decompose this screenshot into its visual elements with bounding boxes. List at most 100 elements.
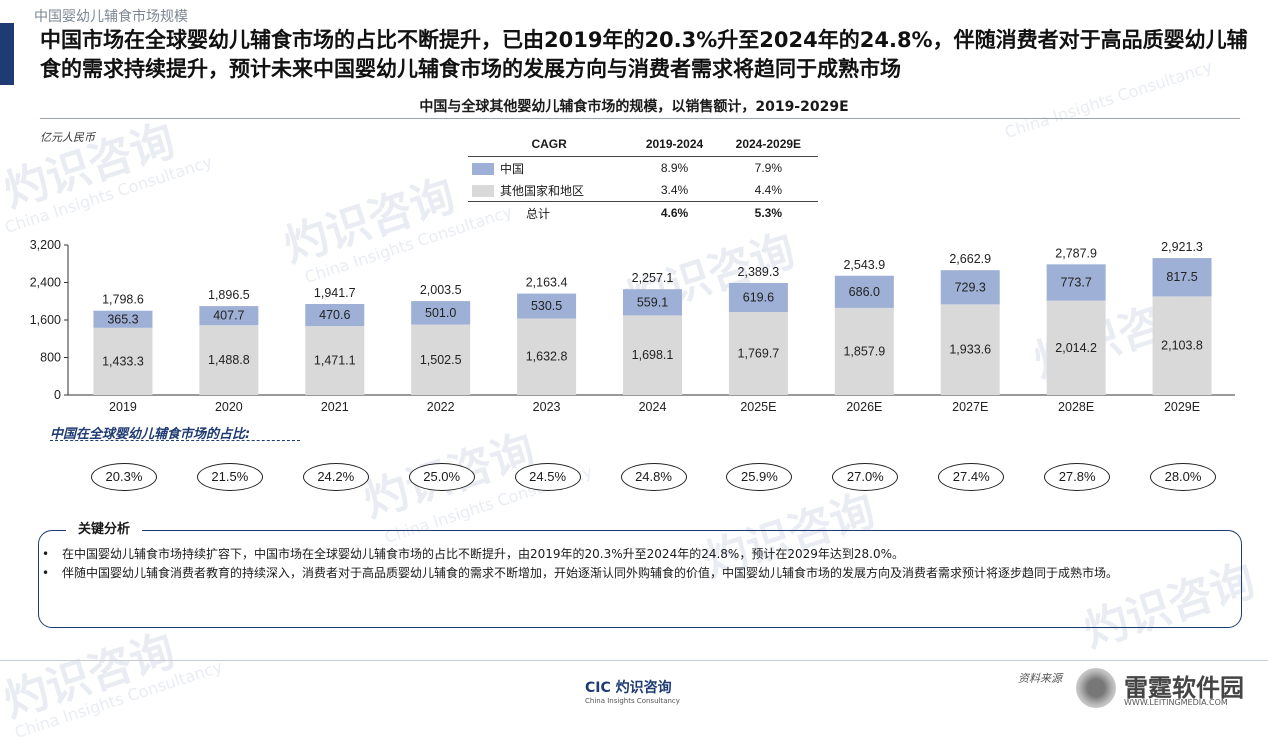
bullet-text: 伴随中国婴幼儿辅食消费者教育的持续深入，消费者对于高品质婴幼儿辅食的需求不断增加… — [62, 566, 1119, 580]
x-tick-label: 2021 — [321, 400, 349, 414]
data-label-china: 407.7 — [213, 309, 244, 323]
cic-logo: CIC 灼识咨询 China Insights Consultancy — [585, 677, 680, 705]
bar-segment-others — [93, 327, 153, 395]
bar-segment-others — [623, 315, 682, 395]
analysis-title: 关键分析 — [66, 518, 143, 537]
footer-divider — [0, 660, 1268, 661]
cagr-row-label: 中国 — [468, 157, 630, 180]
watermark-text: 灼识咨询 — [1027, 284, 1211, 388]
x-tick-label: 2020 — [215, 400, 243, 414]
data-label-others: 1,471.1 — [314, 354, 356, 368]
cagr-total-label: 总计 — [468, 201, 631, 224]
share-value: 27.8% — [1044, 463, 1111, 491]
data-label-china: 530.5 — [531, 299, 562, 313]
bullet-dot: • — [42, 566, 50, 580]
data-label-total: 2,787.9 — [1055, 246, 1097, 260]
watermark-text: 灼识咨询 — [0, 624, 181, 728]
data-label-china: 686.0 — [849, 285, 880, 299]
bar-segment-others — [728, 312, 788, 395]
watermark-text: 灼识咨询 — [277, 169, 461, 273]
share-value: 25.9% — [726, 463, 793, 491]
data-label-others: 2,014.2 — [1055, 341, 1097, 355]
bar-segment-others — [834, 307, 894, 395]
cagr-row-label: 其他国家和地区 — [468, 179, 630, 202]
data-label-total: 2,543.9 — [843, 258, 885, 272]
watermark-text: China Insights Consultancy — [12, 656, 225, 742]
data-label-others: 1,632.8 — [526, 350, 568, 364]
bar-segment-others — [1046, 300, 1106, 395]
data-label-total: 2,921.3 — [1161, 240, 1203, 254]
data-label-china: 729.3 — [955, 280, 986, 294]
title-divider — [40, 118, 1240, 119]
data-label-others: 1,502.5 — [420, 353, 462, 367]
cagr-row-china: 中国 8.9% 7.9% — [468, 157, 818, 180]
x-tick-label: 2025E — [740, 400, 776, 414]
cagr-row-total: 总计 4.6% 5.3% — [468, 201, 818, 224]
cagr-total-value: 5.3% — [718, 201, 818, 224]
x-tick-label: 2019 — [109, 400, 137, 414]
source-note: 资料来源 — [1018, 672, 1062, 685]
bar-segment-others — [517, 318, 577, 395]
analysis-bullet: • 在中国婴幼儿辅食市场持续扩容下，中国市场在全球婴幼儿辅食市场的占比不断提升，由… — [42, 545, 1222, 564]
cic-logo-subtitle: China Insights Consultancy — [585, 697, 680, 705]
brand-url: WWW.LEITINGMEDIA.COM — [1124, 698, 1228, 707]
x-tick-label: 2029E — [1164, 400, 1200, 414]
brand-watermark: 雷霆软件园 WWW.LEITINGMEDIA.COM — [1072, 664, 1268, 714]
data-label-china: 817.5 — [1166, 270, 1197, 284]
data-label-total: 2,389.3 — [738, 265, 780, 279]
bar-segment-china — [517, 293, 577, 319]
data-label-china: 501.0 — [425, 306, 456, 320]
bar-segment-others — [411, 324, 471, 395]
share-value: 25.0% — [408, 463, 475, 491]
legend-label-others: 其他国家和地区 — [500, 183, 585, 198]
cagr-total-value: 4.6% — [630, 201, 719, 224]
cagr-header: 2024-2029E — [718, 132, 818, 157]
data-label-others: 1,433.3 — [102, 354, 144, 368]
analysis-bullet: • 伴随中国婴幼儿辅食消费者教育的持续深入，消费者对于高品质婴幼儿辅食的需求不断增… — [42, 564, 1222, 583]
headline: 中国市场在全球婴幼儿辅食市场的占比不断提升，已由2019年的20.3%升至202… — [40, 28, 1248, 81]
bullet-text: 在中国婴幼儿辅食市场持续扩容下，中国市场在全球婴幼儿辅食市场的占比不断提升，由2… — [62, 547, 904, 561]
x-tick-label: 2026E — [846, 400, 882, 414]
data-label-china: 559.1 — [637, 295, 668, 309]
cagr-value: 3.4% — [660, 183, 689, 197]
data-label-others: 1,857.9 — [843, 344, 885, 358]
data-label-total: 2,003.5 — [420, 283, 462, 297]
cic-logo-text: CIC 灼识咨询 — [585, 680, 672, 696]
data-label-china: 773.7 — [1060, 275, 1091, 289]
cagr-value: 7.9% — [754, 161, 783, 175]
legend-label-china: 中国 — [500, 161, 525, 176]
bar-segment-china — [728, 283, 788, 313]
data-label-total: 1,941.7 — [314, 286, 356, 300]
data-label-china: 619.6 — [743, 291, 774, 305]
data-label-total: 2,257.1 — [632, 271, 674, 285]
share-value: 24.8% — [620, 463, 687, 491]
bar-segment-china — [411, 301, 471, 325]
bar-segment-others — [199, 325, 259, 395]
cagr-value: 8.9% — [660, 161, 689, 175]
watermark-text: China Insights Consultancy — [2, 151, 215, 238]
bar-segment-china — [1152, 258, 1212, 297]
x-tick-label: 2024 — [639, 400, 667, 414]
share-value: 27.4% — [938, 463, 1005, 491]
share-value: 28.0% — [1150, 463, 1217, 491]
bar-segment-china — [1046, 264, 1106, 301]
data-label-total: 2,662.9 — [949, 252, 991, 266]
x-tick-label: 2022 — [427, 400, 455, 414]
data-label-others: 2,103.8 — [1161, 339, 1203, 353]
unit-label: 亿元人民币 — [40, 131, 95, 144]
data-label-others: 1,488.8 — [208, 353, 250, 367]
brand-logo-icon — [1076, 668, 1116, 708]
cagr-table: CAGR 2019-2024 2024-2029E 中国 8.9% 7.9% 其… — [468, 132, 818, 224]
data-label-total: 2,163.4 — [526, 276, 568, 290]
y-tick-label: 2,400 — [30, 276, 61, 290]
cagr-header: CAGR — [468, 132, 631, 157]
chart-title: 中国与全球其他婴幼儿辅食市场的规模，以销售额计，2019-2029E — [419, 99, 849, 115]
share-value: 27.0% — [832, 463, 899, 491]
data-label-total: 1,896.5 — [208, 288, 250, 302]
brand-name: 雷霆软件园 — [1124, 674, 1244, 702]
data-label-china: 365.3 — [107, 312, 138, 326]
share-value: 24.2% — [302, 463, 369, 491]
bar-segment-others — [1152, 296, 1212, 395]
data-label-others: 1,769.7 — [738, 347, 780, 361]
y-tick-label: 0 — [54, 388, 61, 402]
